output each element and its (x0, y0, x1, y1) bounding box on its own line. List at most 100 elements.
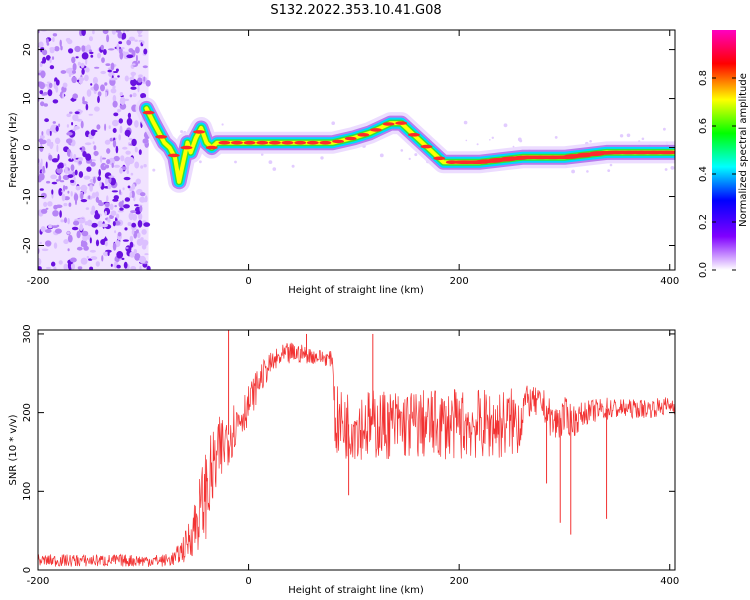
noise-speckle (74, 160, 79, 163)
noise-speckle (74, 111, 80, 115)
noise-speckle (199, 160, 202, 164)
noise-speckle (100, 84, 105, 92)
noise-speckle (95, 261, 100, 267)
noise-speckle (117, 210, 124, 213)
noise-speckle (124, 129, 131, 137)
x-tick-label: 0 (245, 576, 251, 587)
noise-speckle (86, 89, 92, 97)
noise-speckle (111, 190, 119, 193)
noise-speckle (51, 189, 54, 195)
noise-speckle (64, 166, 68, 174)
x-tick-label: -200 (27, 576, 50, 587)
noise-speckle (119, 167, 123, 174)
noise-speckle (260, 153, 264, 156)
noise-speckle (54, 46, 60, 52)
noise-speckle (39, 241, 42, 244)
noise-speckle (72, 114, 79, 122)
noise-speckle (129, 94, 133, 98)
noise-speckle (81, 30, 86, 36)
noise-speckle (112, 221, 116, 227)
noise-speckle (121, 257, 125, 260)
ridge-peak (256, 140, 269, 145)
noise-speckle (114, 205, 117, 208)
noise-speckle (141, 229, 147, 235)
noise-speckle (89, 237, 92, 244)
noise-speckle (82, 96, 85, 104)
noise-speckle (130, 71, 137, 76)
noise-speckle (71, 76, 77, 84)
noise-speckle (109, 78, 117, 81)
noise-speckle (90, 256, 98, 260)
spectrogram-xlabel: Height of straight line (km) (288, 285, 424, 296)
snr-frame (37, 329, 676, 571)
noise-speckle (80, 146, 86, 153)
noise-speckle (139, 255, 147, 264)
noise-speckle (75, 56, 79, 59)
noise-speckle (39, 134, 45, 140)
noise-speckle (44, 118, 49, 123)
noise-speckle (68, 202, 72, 207)
noise-speckle (101, 57, 105, 63)
y-tick-label: -20 (22, 237, 33, 253)
noise-speckle (62, 185, 66, 192)
colorbar-ticks: 0.0 0.2 0.4 0.6 0.8 (698, 70, 736, 278)
noise-speckle (108, 125, 111, 129)
noise-speckle (143, 76, 146, 82)
noise-speckle (99, 181, 102, 187)
noise-speckle (97, 52, 101, 59)
noise-speckle (117, 31, 123, 39)
noise-speckle (60, 70, 67, 74)
noise-speckle (107, 250, 110, 256)
noise-speckle (126, 54, 134, 59)
noise-speckle (94, 106, 100, 112)
noise-speckle (110, 263, 113, 267)
noise-speckle (131, 222, 137, 228)
noise-speckle (66, 124, 69, 128)
noise-speckle (97, 91, 102, 97)
noise-speckle (73, 220, 80, 226)
noise-speckle (45, 55, 51, 61)
noise-speckle (93, 83, 99, 91)
noise-speckle (143, 164, 147, 168)
noise-speckle (152, 168, 156, 172)
noise-speckle (126, 117, 133, 126)
noise-speckle (619, 134, 624, 138)
noise-speckle (45, 207, 49, 210)
noise-speckle (60, 45, 63, 51)
noise-speckle (39, 188, 44, 191)
noise-speckle (72, 63, 77, 71)
noise-speckle (130, 210, 137, 214)
noise-speckle (78, 160, 82, 165)
ridge-peak (231, 140, 243, 145)
noise-speckle (120, 155, 125, 162)
noise-speckle (38, 72, 42, 76)
noise-speckle (64, 217, 67, 224)
colorbar-tick-label: 0.2 (698, 214, 709, 230)
noise-speckle (108, 175, 115, 178)
noise-speckle (84, 142, 92, 146)
noise-speckle (63, 202, 68, 207)
noise-speckle (136, 30, 143, 34)
noise-speckle (74, 169, 78, 176)
noise-speckle (180, 130, 184, 134)
noise-speckle (132, 92, 137, 98)
noise-speckle (130, 78, 137, 87)
noise-speckle (68, 158, 74, 162)
noise-speckle (123, 261, 128, 269)
noise-speckle (52, 121, 56, 124)
y-tick-label: 100 (22, 482, 33, 501)
snr-xlabel: Height of straight line (km) (288, 585, 424, 596)
noise-speckle (139, 265, 142, 270)
noise-speckle (489, 139, 491, 141)
noise-speckle (79, 110, 83, 113)
noise-speckle (106, 148, 111, 154)
noise-speckle (106, 195, 109, 203)
noise-speckle (38, 173, 45, 181)
noise-speckle (125, 246, 129, 250)
noise-speckle (106, 34, 110, 43)
noise-speckle (41, 248, 49, 252)
noise-speckle (112, 94, 117, 103)
noise-speckle (134, 39, 138, 42)
noise-speckle (92, 30, 95, 35)
